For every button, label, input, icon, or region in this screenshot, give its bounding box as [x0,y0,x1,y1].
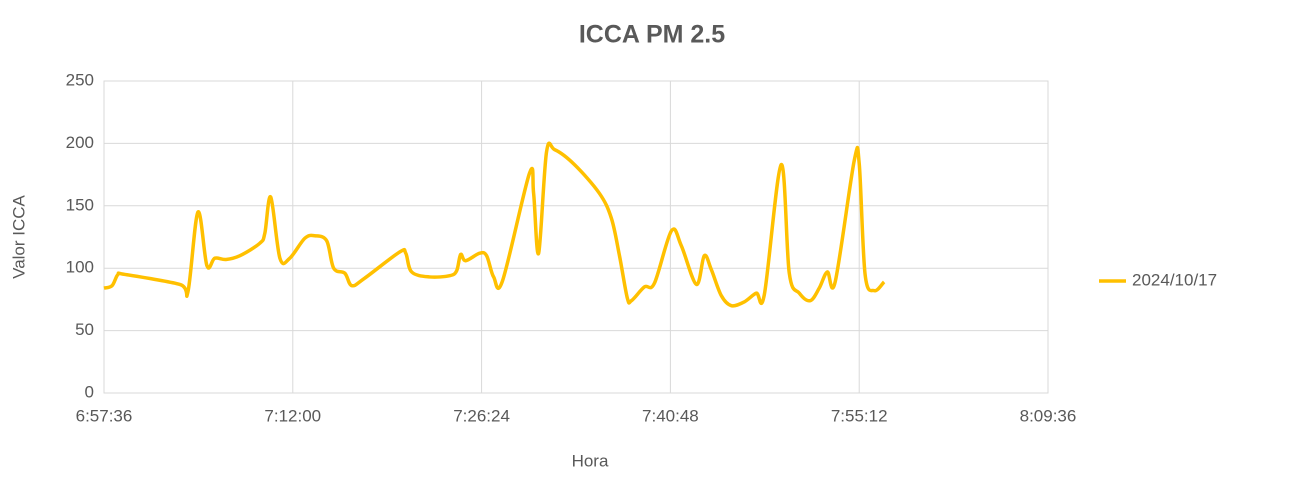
y-tick-label: 100 [66,258,94,277]
y-tick-label: 250 [66,70,94,89]
y-tick-label: 200 [66,133,94,152]
chart-title: ICCA PM 2.5 [579,21,725,49]
x-tick-label: 7:12:00 [264,406,321,425]
x-axis-label: Hora [572,451,609,470]
y-axis-label: Valor ICCA [9,194,28,278]
x-tick-label: 7:26:24 [453,406,510,425]
legend-label: 2024/10/17 [1132,270,1217,289]
x-tick-label: 7:40:48 [642,406,699,425]
series-line [103,141,886,308]
plot-border [103,80,1049,394]
x-tick-label: 7:55:12 [831,406,888,425]
x-tick-label: 8:09:36 [1020,406,1077,425]
y-tick-label: 50 [75,320,94,339]
x-tick-label: 6:57:36 [76,406,133,425]
y-tick-label: 150 [66,195,94,214]
y-tick-label: 0 [85,382,94,401]
